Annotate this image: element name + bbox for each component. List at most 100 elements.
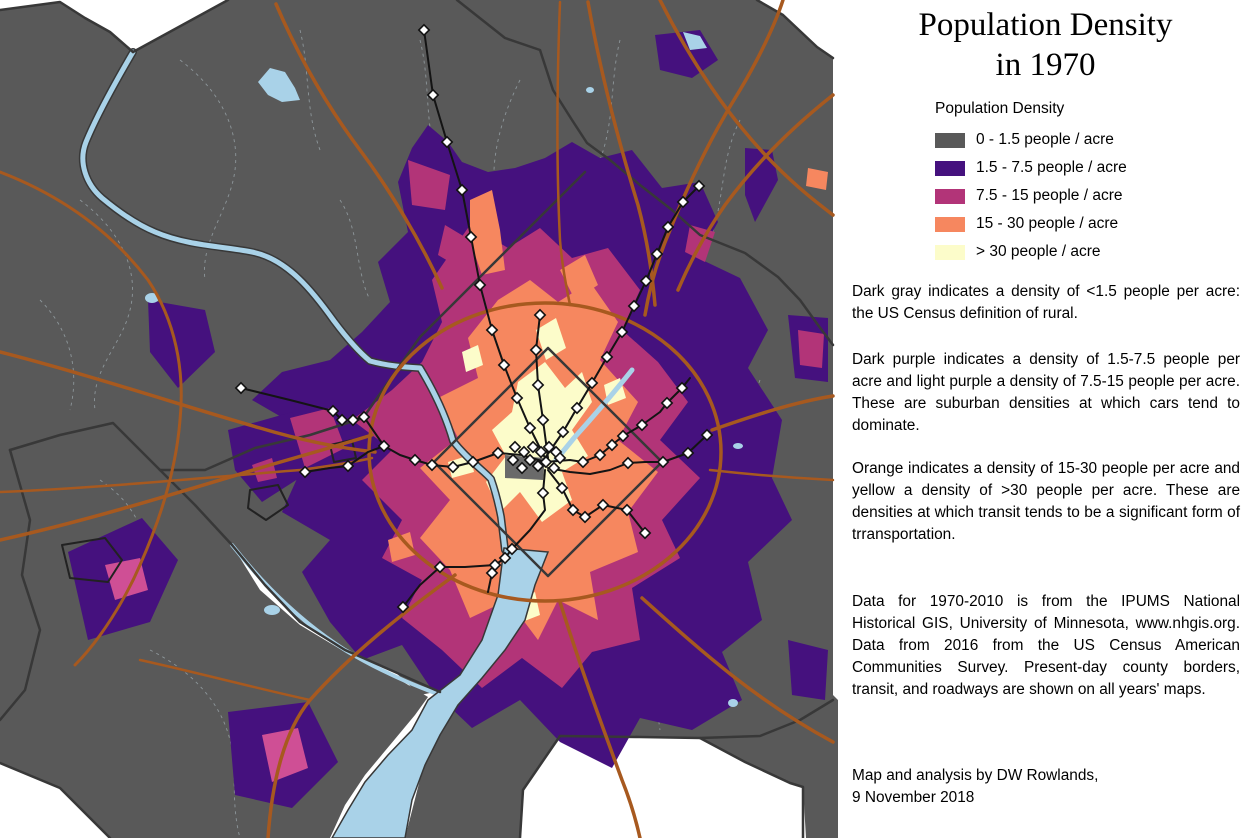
transit-station-icon: [455, 183, 469, 197]
road-penn-ave-se: [640, 596, 835, 744]
transit-station-icon: [585, 376, 599, 390]
transit-station-icon: [396, 600, 410, 614]
transit-station-icon: [485, 566, 499, 580]
transit-station-icon: [533, 308, 547, 322]
legend-swatch-gray: [935, 132, 965, 148]
legend-item: 15 - 30 people / acre: [935, 210, 1127, 238]
transit-station-icon: [473, 278, 487, 292]
transit-station-icon: [531, 459, 545, 473]
transit-station-icon: [534, 445, 548, 459]
transit-station-icon: [377, 439, 391, 453]
road-bw-parkway: [643, 0, 785, 317]
legend-item-label: 1.5 - 7.5 people / acre: [976, 159, 1127, 176]
transit-station-icon: [234, 381, 248, 395]
transit-station-icon: [596, 498, 610, 512]
transit-station-icon: [570, 401, 584, 415]
road-manassas: [138, 658, 312, 702]
transit-station-icon: [485, 323, 499, 337]
legend-item: 1.5 - 7.5 people / acre: [935, 154, 1127, 182]
transit-station-icon: [620, 503, 634, 517]
tract-yellow: [536, 318, 566, 360]
road-ne-cross-a: [658, 0, 835, 217]
transit-station-icon: [578, 510, 592, 524]
transit-station-icon: [621, 456, 635, 470]
transit-station-icon: [515, 461, 529, 475]
border-west-south: [0, 448, 42, 722]
transit-line-red-east: [544, 185, 700, 459]
transit-station-icon: [539, 455, 553, 469]
info-panel: Population Density in 1970 Population De…: [845, 0, 1246, 838]
road-central-ave: [708, 468, 835, 482]
border-charles: [518, 698, 835, 838]
transit-station-icon: [605, 438, 619, 452]
transit-station-icon: [616, 429, 630, 443]
transit-station-icon: [433, 560, 447, 574]
tract-magenta: [408, 160, 450, 210]
note-rural: Dark gray indicates a density of <1.5 pe…: [852, 283, 1240, 322]
map-title: Population Density in 1970: [845, 5, 1246, 85]
transit-station-icon: [576, 455, 590, 469]
transit-station-icon: [700, 428, 714, 442]
border-topright: [755, 0, 835, 60]
map-title-line2: in 1970: [995, 47, 1096, 83]
transit-station-icon: [326, 404, 340, 418]
lake: [264, 605, 280, 615]
transit-stations-layer: [234, 23, 714, 614]
legend-swatch-magenta: [935, 188, 965, 204]
transit-station-icon: [675, 381, 689, 395]
legend-swatch-yellow: [935, 244, 965, 260]
road-west-rt15: [0, 170, 183, 667]
border-charles-east: [698, 736, 805, 838]
anacostia-river: [553, 367, 635, 463]
border-dc-diamond: [432, 346, 664, 578]
legend-swatch-purple: [935, 160, 965, 176]
map-title-line1: Population Density: [918, 7, 1173, 43]
transit-station-icon: [681, 446, 695, 460]
tract-magenta: [798, 330, 824, 368]
tract-yellow: [462, 345, 483, 372]
border-occoquan: [230, 543, 442, 694]
transit-station-icon: [341, 459, 355, 473]
transit-station-icon: [357, 410, 371, 424]
transit-station-icon: [508, 440, 522, 454]
road-i270: [274, 2, 444, 290]
credit-line2: 9 November 2018: [852, 788, 975, 806]
transit-station-icon: [335, 413, 349, 427]
transit-station-icon: [526, 440, 540, 454]
transit-station-icon: [593, 448, 607, 462]
transit-station-icon: [638, 526, 652, 540]
lake: [586, 87, 594, 93]
tract-orange: [806, 168, 828, 190]
legend-item-label: 0 - 1.5 people / acre: [976, 131, 1114, 148]
transit-station-icon: [498, 551, 512, 565]
transit-station-icon: [506, 453, 520, 467]
tract-purple: [788, 640, 828, 700]
tract-orange: [470, 190, 505, 275]
lakes: [145, 32, 743, 707]
legend-item: > 30 people / acre: [935, 238, 1127, 266]
legend-item-label: 7.5 - 15 people / acre: [976, 187, 1123, 204]
map-canvas: [0, 0, 838, 838]
tract-orange: [388, 532, 415, 562]
road-i95-north: [586, 0, 657, 307]
tract-yellow: [486, 362, 592, 522]
transit-station-icon: [661, 220, 675, 234]
transit-station-icon: [555, 481, 569, 495]
transit-station-icon: [529, 343, 543, 357]
tract-magenta: [438, 225, 470, 268]
border-north: [0, 0, 135, 54]
transit-station-icon: [440, 135, 454, 149]
border-layer: [0, 0, 835, 838]
credit-line1: Map and analysis by DW Rowlands,: [852, 767, 1099, 784]
transit-station-icon: [600, 350, 614, 364]
lake: [145, 293, 159, 303]
lake: [258, 68, 300, 102]
city-outline: [247, 484, 289, 521]
tract-orange: [560, 255, 598, 300]
transit-station-icon: [497, 358, 511, 372]
potomac-river-upper: [80, 49, 508, 553]
transit-station-icon: [650, 247, 664, 261]
transit-station-icon: [615, 325, 629, 339]
transit-station-icon: [466, 455, 480, 469]
